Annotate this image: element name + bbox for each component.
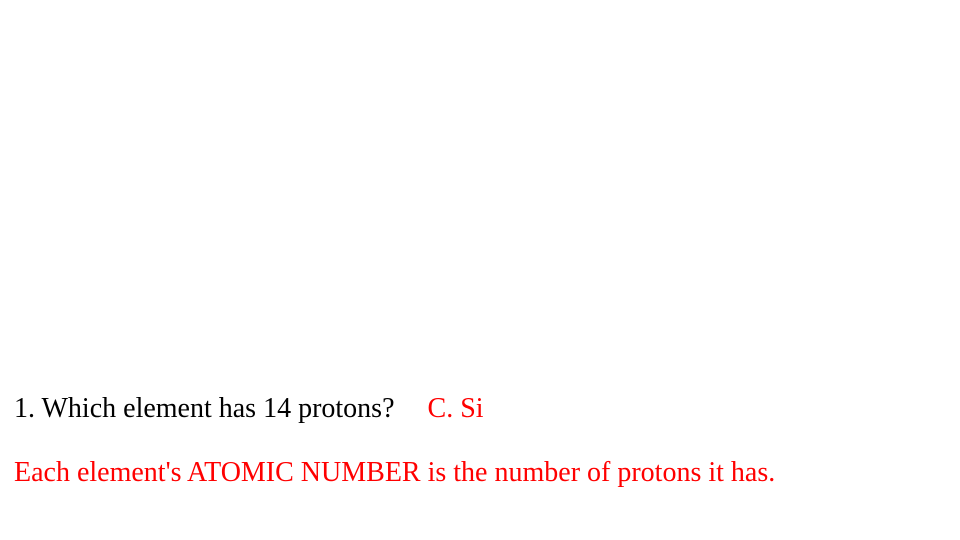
explanation-text: Each element's ATOMIC NUMBER is the numb… bbox=[14, 456, 944, 490]
question-line: 1. Which element has 14 protons? C. Si bbox=[14, 392, 944, 426]
question-number: 1. bbox=[14, 393, 35, 424]
question-body: Which element has 14 protons? bbox=[42, 393, 395, 424]
answer-text: C. Si bbox=[428, 393, 484, 424]
slide-content: 1. Which element has 14 protons? C. Si E… bbox=[14, 392, 944, 489]
